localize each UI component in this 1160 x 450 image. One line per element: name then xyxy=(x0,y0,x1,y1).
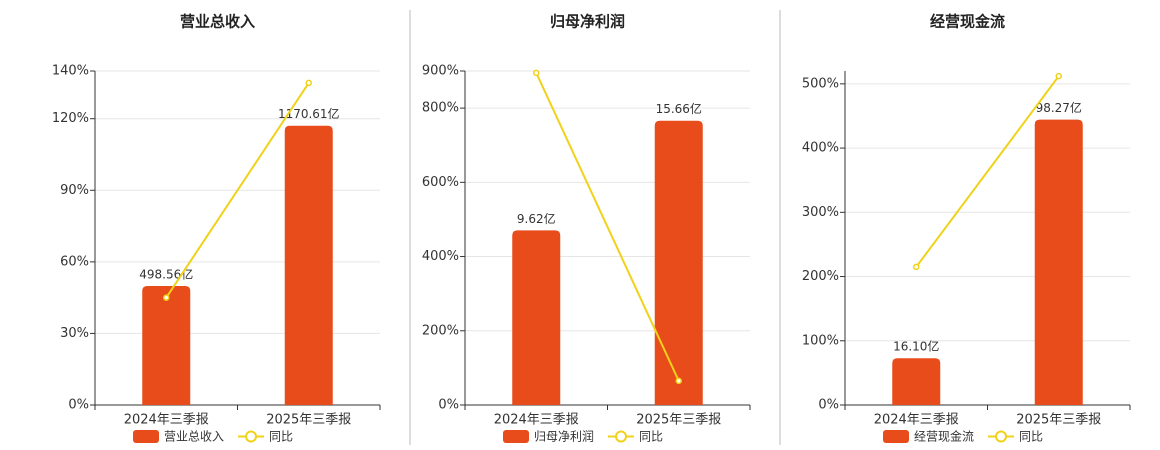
y-tick-label: 200% xyxy=(802,269,839,284)
bar xyxy=(284,125,333,406)
bar xyxy=(1034,119,1083,406)
legend-swatch xyxy=(133,430,159,443)
chart-title: 经营现金流 xyxy=(930,13,1005,31)
bar xyxy=(512,230,561,405)
y-tick-label: 200% xyxy=(422,323,459,338)
y-tick-label: 400% xyxy=(422,249,459,264)
line xyxy=(165,82,310,299)
legend-label: 经营现金流 xyxy=(914,429,974,444)
y-tick-label: 400% xyxy=(802,141,839,156)
y-tick-label: 120% xyxy=(52,111,89,126)
y-tick-label: 0% xyxy=(438,398,459,413)
legend-swatch xyxy=(615,430,628,443)
y-tick-label: 500% xyxy=(802,76,839,91)
line xyxy=(535,72,680,382)
value-label: 9.62亿 xyxy=(517,211,556,226)
y-tick-label: 0% xyxy=(818,398,839,413)
y-tick-label: 90% xyxy=(60,183,89,198)
line xyxy=(915,75,1060,268)
y-tick-label: 100% xyxy=(802,333,839,348)
y-tick-label: 140% xyxy=(52,64,89,79)
chart-title: 归母净利润 xyxy=(550,13,625,31)
y-tick-label: 60% xyxy=(60,254,89,269)
bar xyxy=(892,358,941,405)
x-tick-label: 2024年三季报 xyxy=(124,413,209,428)
legend-label: 归母净利润 xyxy=(534,430,594,444)
chart-title: 营业总收入 xyxy=(180,13,255,31)
y-tick-label: 900% xyxy=(422,64,459,79)
y-tick-label: 30% xyxy=(60,326,89,341)
line-point xyxy=(163,294,170,301)
line-point xyxy=(305,79,312,87)
line-point xyxy=(675,377,682,385)
line-point xyxy=(533,69,540,77)
legend-label: 营业总收入 xyxy=(164,430,224,444)
line-point xyxy=(1055,72,1062,80)
legend-swatch xyxy=(883,430,909,443)
value-label: 15.66亿 xyxy=(656,101,702,116)
y-tick-label: 0% xyxy=(68,398,89,413)
legend-swatch xyxy=(995,430,1008,443)
bar xyxy=(654,120,703,406)
legend-label: 同比 xyxy=(269,430,293,444)
x-tick-label: 2024年三季报 xyxy=(494,413,579,428)
value-label: 16.10亿 xyxy=(893,339,939,354)
legend-swatch xyxy=(245,430,258,443)
x-tick-label: 2025年三季报 xyxy=(636,413,721,428)
legend-label: 同比 xyxy=(1019,430,1043,444)
line-point xyxy=(913,263,920,271)
x-tick-label: 2025年三季报 xyxy=(1016,413,1101,428)
bar xyxy=(142,286,191,405)
y-tick-label: 300% xyxy=(802,205,839,220)
y-tick-label: 600% xyxy=(422,175,459,190)
value-label: 98.27亿 xyxy=(1036,100,1082,115)
y-tick-label: 800% xyxy=(422,101,459,116)
x-tick-label: 2024年三季报 xyxy=(874,413,959,428)
x-tick-label: 2025年三季报 xyxy=(266,413,351,428)
legend-swatch xyxy=(503,430,529,443)
legend-label: 同比 xyxy=(639,430,663,444)
value-label: 1170.61亿 xyxy=(278,106,340,121)
